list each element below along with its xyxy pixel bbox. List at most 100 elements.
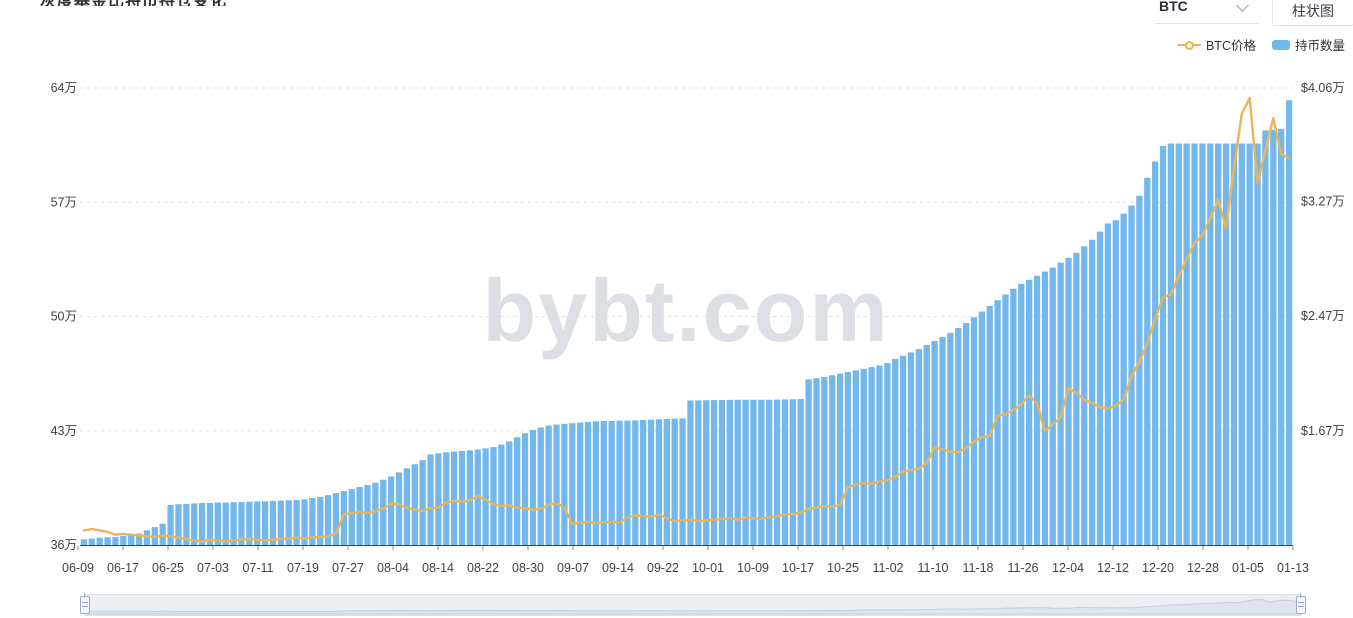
bar <box>254 501 261 545</box>
bar <box>703 400 710 545</box>
bar <box>647 419 655 545</box>
bar <box>955 327 962 545</box>
x-axis-tick-label: 12-12 <box>1097 561 1129 575</box>
x-axis-tick-label: 11-26 <box>1007 561 1038 575</box>
bar <box>1207 143 1214 546</box>
bar <box>553 424 560 545</box>
bar <box>324 495 332 545</box>
bar <box>191 503 198 545</box>
bar <box>821 376 828 545</box>
bar <box>1002 294 1009 545</box>
bar <box>419 460 426 545</box>
bar <box>167 505 174 545</box>
bar <box>1262 130 1269 545</box>
bar <box>1049 267 1056 545</box>
bar <box>96 537 103 545</box>
bar <box>1199 143 1206 546</box>
x-axis-tick-label: 12-28 <box>1187 561 1219 575</box>
bar <box>978 311 986 545</box>
bar <box>545 425 552 545</box>
bar <box>970 317 978 545</box>
bar <box>458 450 466 545</box>
bar <box>710 400 718 545</box>
bar <box>206 502 214 545</box>
bar <box>537 427 544 545</box>
bar <box>1191 143 1198 546</box>
x-axis-tick-label: 12-04 <box>1052 561 1084 575</box>
x-axis-tick-label: 11-02 <box>872 561 903 575</box>
bar <box>490 447 497 545</box>
bar <box>1270 129 1277 545</box>
x-axis-tick-label: 10-01 <box>692 561 724 575</box>
bar <box>427 454 434 545</box>
bar <box>907 352 915 545</box>
bar <box>852 370 859 545</box>
bar <box>805 379 812 545</box>
datazoom-left-handle[interactable] <box>80 593 90 614</box>
bar <box>931 340 938 545</box>
line-series-legend-icon <box>1176 39 1201 51</box>
bar <box>521 433 529 545</box>
x-axis-tick-label: 01-13 <box>1277 561 1309 575</box>
bar <box>80 539 88 545</box>
bar <box>781 399 789 545</box>
bar <box>868 367 875 545</box>
bar <box>1112 220 1119 545</box>
bar <box>285 500 292 545</box>
bar <box>498 444 505 545</box>
datazoom-data-shadow <box>85 598 1301 615</box>
right-axis-tick-label: $1.67万 <box>1301 424 1345 438</box>
x-axis-tick-label: 07-27 <box>332 561 364 575</box>
bar <box>301 499 308 545</box>
bar <box>120 536 127 545</box>
bar <box>1230 143 1238 546</box>
x-axis-tick-label: 07-19 <box>287 561 319 575</box>
bar <box>1089 239 1096 546</box>
bar <box>261 501 269 545</box>
datazoom-right-handle[interactable] <box>1296 593 1306 614</box>
bar <box>1081 246 1088 545</box>
bar <box>624 420 631 545</box>
bar <box>1238 143 1245 546</box>
datazoom-slider[interactable] <box>80 593 1306 616</box>
bar <box>561 423 568 545</box>
bar <box>695 400 702 545</box>
bar <box>380 479 387 545</box>
bar <box>269 500 277 545</box>
bar <box>506 441 513 545</box>
watermark: bybt.com <box>482 261 889 360</box>
bar-series-legend-icon <box>1271 39 1290 50</box>
right-axis-tick-label: $3.27万 <box>1301 194 1345 208</box>
bar <box>1041 271 1049 545</box>
x-axis-tick-label: 06-09 <box>62 561 94 575</box>
bar <box>616 420 623 545</box>
bar <box>214 502 221 545</box>
legend-item-btc-price[interactable]: BTC价格 <box>1176 35 1256 54</box>
bar <box>718 400 726 545</box>
left-axis-tick-label: 57万 <box>51 195 77 209</box>
bar <box>663 419 670 545</box>
x-axis-tick-label: 01-05 <box>1232 561 1264 575</box>
legend-item-holdings[interactable]: 持币数量 <box>1271 35 1345 54</box>
page-title-text: 灰度基金比特币持仓变化 <box>40 0 460 6</box>
bar <box>734 399 741 545</box>
symbol-select[interactable]: BTC <box>1155 0 1259 24</box>
bar <box>112 536 119 545</box>
bar <box>395 472 403 545</box>
bar <box>348 489 355 545</box>
bar <box>1010 288 1017 545</box>
bar <box>372 482 379 545</box>
bar <box>514 437 521 545</box>
bar <box>915 349 922 545</box>
bar <box>1254 143 1261 546</box>
bar <box>1285 100 1293 546</box>
x-axis-tick-label: 10-17 <box>782 561 814 575</box>
chart-canvas[interactable]: bybt.com 64万 57万 50万 43万 36万 $4.06万 $3.27万 $2.47… <box>0 0 1353 590</box>
x-axis-tick-label: 07-11 <box>242 561 273 575</box>
bar <box>466 450 474 545</box>
bar <box>135 533 143 545</box>
chart-type-button[interactable]: 柱状图 <box>1272 0 1353 26</box>
bar <box>1159 145 1167 545</box>
bar <box>813 378 820 545</box>
bar <box>1033 275 1041 545</box>
